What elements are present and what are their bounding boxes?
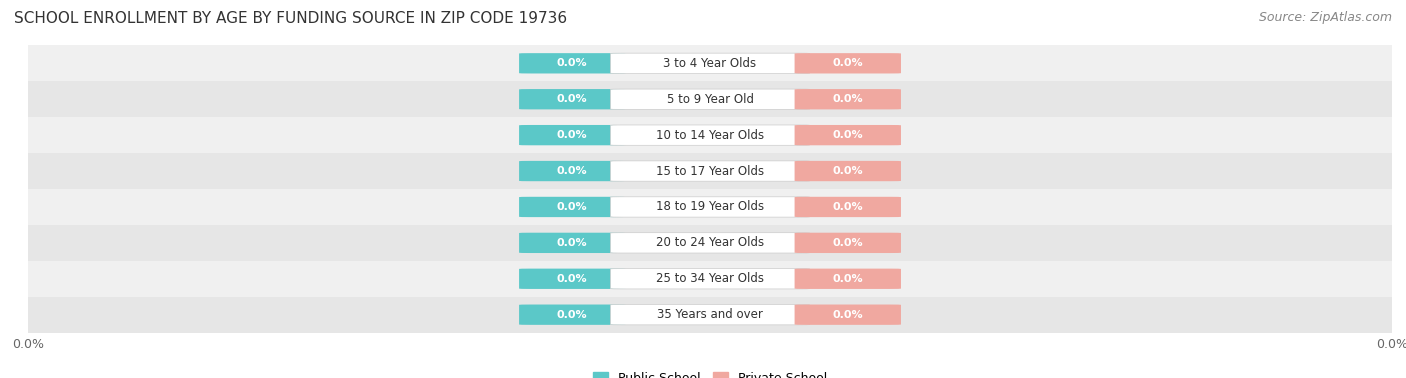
FancyBboxPatch shape [519,161,626,181]
Text: 0.0%: 0.0% [832,310,863,320]
Legend: Public School, Private School: Public School, Private School [588,367,832,378]
Text: 0.0%: 0.0% [557,310,588,320]
Bar [28,153,1392,189]
FancyBboxPatch shape [610,305,810,325]
Bar [28,225,1392,261]
FancyBboxPatch shape [610,197,810,217]
Text: 0.0%: 0.0% [557,94,588,104]
Text: 0.0%: 0.0% [832,274,863,284]
FancyBboxPatch shape [794,53,901,73]
Text: 20 to 24 Year Olds: 20 to 24 Year Olds [657,236,763,249]
Text: 0.0%: 0.0% [557,238,588,248]
FancyBboxPatch shape [794,233,901,253]
Text: 3 to 4 Year Olds: 3 to 4 Year Olds [664,57,756,70]
Bar [28,81,1392,117]
Text: 0.0%: 0.0% [557,202,588,212]
FancyBboxPatch shape [519,305,626,325]
Bar [28,189,1392,225]
FancyBboxPatch shape [610,269,810,289]
FancyBboxPatch shape [794,89,901,109]
FancyBboxPatch shape [519,233,626,253]
FancyBboxPatch shape [519,53,626,73]
FancyBboxPatch shape [610,125,810,145]
Text: 0.0%: 0.0% [832,94,863,104]
Text: 0.0%: 0.0% [832,130,863,140]
Text: 5 to 9 Year Old: 5 to 9 Year Old [666,93,754,106]
Bar [28,45,1392,81]
Text: 25 to 34 Year Olds: 25 to 34 Year Olds [657,272,763,285]
FancyBboxPatch shape [610,161,810,181]
Text: 10 to 14 Year Olds: 10 to 14 Year Olds [657,129,763,142]
FancyBboxPatch shape [794,305,901,325]
FancyBboxPatch shape [610,53,810,73]
Text: 0.0%: 0.0% [557,166,588,176]
Text: 15 to 17 Year Olds: 15 to 17 Year Olds [657,164,763,178]
FancyBboxPatch shape [519,269,626,289]
Text: 0.0%: 0.0% [557,130,588,140]
Text: 0.0%: 0.0% [832,58,863,68]
Text: SCHOOL ENROLLMENT BY AGE BY FUNDING SOURCE IN ZIP CODE 19736: SCHOOL ENROLLMENT BY AGE BY FUNDING SOUR… [14,11,567,26]
Text: 35 Years and over: 35 Years and over [657,308,763,321]
FancyBboxPatch shape [519,197,626,217]
FancyBboxPatch shape [794,197,901,217]
Bar [28,261,1392,297]
Text: Source: ZipAtlas.com: Source: ZipAtlas.com [1258,11,1392,24]
FancyBboxPatch shape [610,89,810,109]
FancyBboxPatch shape [794,125,901,145]
Text: 18 to 19 Year Olds: 18 to 19 Year Olds [657,200,763,214]
Text: 0.0%: 0.0% [557,274,588,284]
Text: 0.0%: 0.0% [832,166,863,176]
Text: 0.0%: 0.0% [832,238,863,248]
FancyBboxPatch shape [610,233,810,253]
FancyBboxPatch shape [519,89,626,109]
Bar [28,297,1392,333]
FancyBboxPatch shape [794,269,901,289]
Text: 0.0%: 0.0% [832,202,863,212]
Bar [28,117,1392,153]
FancyBboxPatch shape [519,125,626,145]
Text: 0.0%: 0.0% [557,58,588,68]
FancyBboxPatch shape [794,161,901,181]
